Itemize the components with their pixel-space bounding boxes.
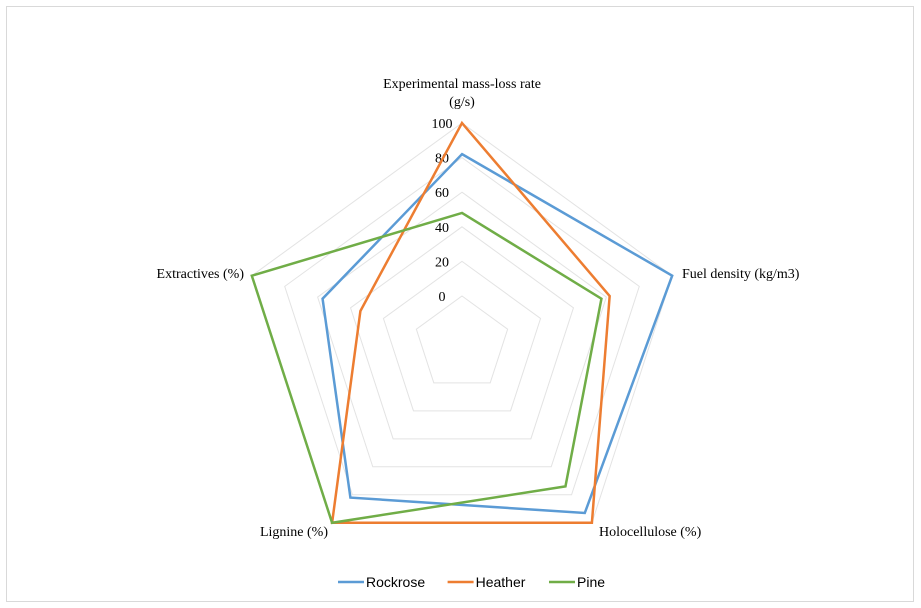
gridline-0: [416, 296, 507, 383]
gridline-40: [351, 227, 574, 439]
axis-label-1: Fuel density (kg/m3): [682, 267, 800, 282]
legend-label-heather: Heather: [476, 574, 526, 590]
tick-label-20: 20: [435, 255, 449, 270]
axis-label-0: Experimental mass-loss rate (g/s): [383, 77, 541, 110]
axis-label-2: Holocellulose (%): [599, 525, 702, 540]
series-layer: [252, 123, 672, 523]
axis-label-4: Extractives (%): [157, 267, 245, 282]
legend-label-rockrose: Rockrose: [366, 574, 425, 590]
legend: Rockrose Heather Pine: [338, 574, 605, 590]
gridline-100: [252, 123, 672, 523]
axis-labels: Experimental mass-loss rate (g/s) Fuel den…: [157, 77, 800, 540]
tick-label-40: 40: [435, 221, 449, 236]
tick-label-100: 100: [432, 117, 453, 132]
series-heather: [332, 123, 610, 523]
grid-layer: [252, 123, 672, 523]
tick-label-0: 0: [439, 290, 446, 305]
series-pine: [252, 213, 602, 523]
gridline-20: [383, 261, 540, 410]
series-rockrose: [323, 154, 673, 513]
gridline-60: [318, 192, 607, 467]
gridline-80: [285, 158, 640, 495]
axis-label-3: Lignine (%): [260, 525, 328, 540]
legend-label-pine: Pine: [577, 574, 605, 590]
tick-label-60: 60: [435, 186, 449, 201]
